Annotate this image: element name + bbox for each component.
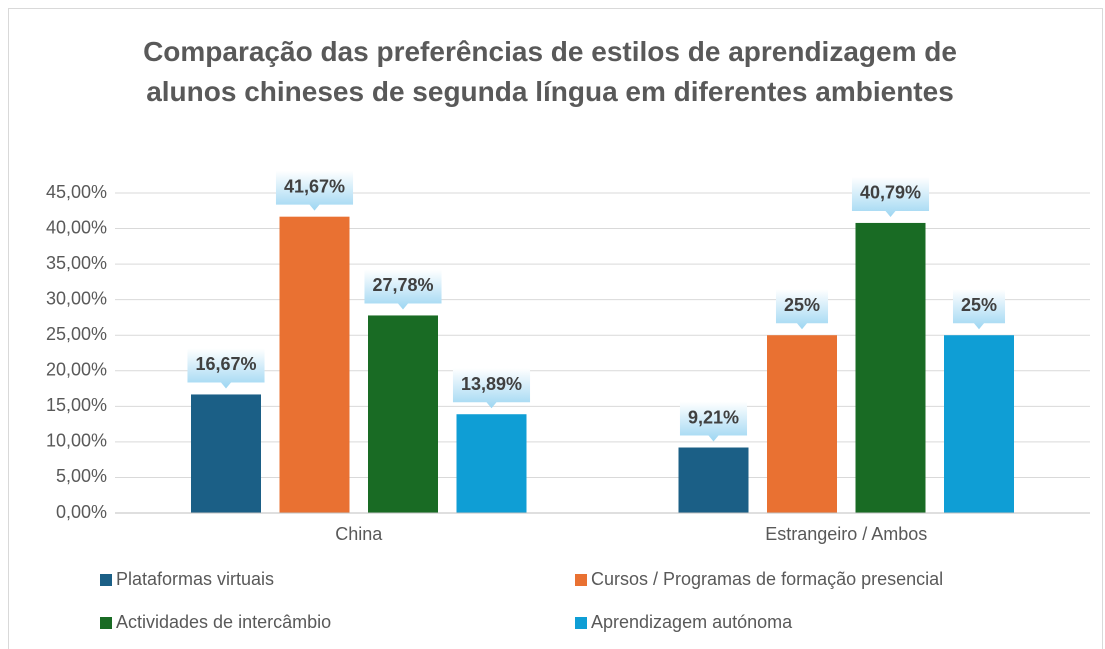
data-label-box bbox=[775, 289, 829, 330]
data-label: 41,67% bbox=[284, 176, 345, 196]
chart-title: Comparação das preferências de estilos d… bbox=[143, 36, 957, 107]
bar bbox=[678, 447, 749, 513]
bar bbox=[944, 335, 1014, 513]
legend-label: Plataformas virtuais bbox=[116, 569, 274, 589]
y-tick-label: 5,00% bbox=[56, 466, 107, 486]
data-label-box bbox=[679, 401, 748, 442]
data-label: 9,21% bbox=[688, 407, 739, 427]
data-label-box bbox=[187, 348, 265, 389]
data-label: 25% bbox=[961, 295, 997, 315]
legend-swatch bbox=[575, 617, 587, 629]
y-tick-label: 0,00% bbox=[56, 502, 107, 522]
data-label: 13,89% bbox=[461, 374, 522, 394]
bar bbox=[767, 335, 837, 513]
y-tick-label: 40,00% bbox=[46, 217, 107, 237]
legend-label: Aprendizagem autónoma bbox=[591, 612, 793, 632]
data-label: 27,78% bbox=[372, 275, 433, 295]
y-tick-label: 15,00% bbox=[46, 395, 107, 415]
y-tick-label: 20,00% bbox=[46, 360, 107, 380]
bar bbox=[456, 414, 527, 513]
y-tick-label: 25,00% bbox=[46, 324, 107, 344]
data-label: 16,67% bbox=[195, 354, 256, 374]
legend-label: Cursos / Programas de formação presencia… bbox=[591, 569, 943, 589]
chart-border bbox=[8, 8, 1103, 649]
data-label: 25% bbox=[784, 295, 820, 315]
data-label-box bbox=[275, 170, 354, 211]
data-label-box bbox=[452, 368, 531, 409]
bar bbox=[368, 315, 438, 513]
data-label-box bbox=[952, 289, 1006, 330]
y-tick-label: 30,00% bbox=[46, 288, 107, 308]
data-label-box bbox=[851, 176, 930, 217]
x-tick-label: Estrangeiro / Ambos bbox=[765, 524, 927, 544]
data-label: 40,79% bbox=[860, 183, 921, 203]
legend-swatch bbox=[575, 574, 587, 586]
y-tick-label: 45,00% bbox=[46, 182, 107, 202]
legend-swatch bbox=[100, 617, 112, 629]
bar bbox=[279, 216, 350, 513]
data-label-box bbox=[364, 269, 442, 310]
legend-label: Actividades de intercâmbio bbox=[116, 612, 331, 632]
bar bbox=[191, 394, 261, 513]
bar bbox=[855, 222, 926, 513]
legend-swatch bbox=[100, 574, 112, 586]
y-tick-label: 35,00% bbox=[46, 253, 107, 273]
y-tick-label: 10,00% bbox=[46, 431, 107, 451]
x-tick-label: China bbox=[335, 524, 383, 544]
